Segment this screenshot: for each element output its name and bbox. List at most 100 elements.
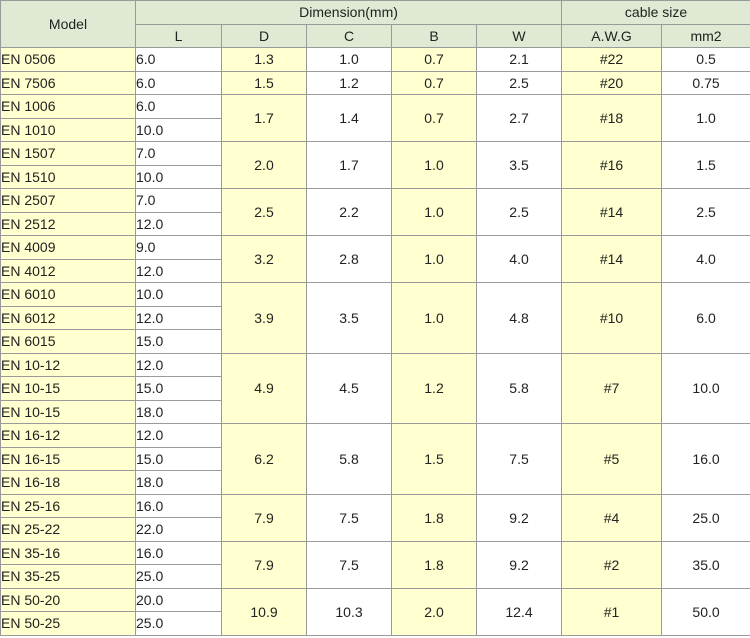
cell-model: EN 10-12 [0,352,136,377]
table-row: EN 10-15 15.0 [0,376,750,401]
cell-l: 10.0 [135,164,222,189]
cell-d: 3.2 [221,235,307,283]
cell-model: EN 35-16 [0,540,136,565]
cell-b: 0.7 [391,94,477,142]
spec-table-body: EN 0506 6.0 1.3 1.0 0.7 2.1 #22 0.5 EN 7506 6.0 1.… [0,47,750,636]
cell-c: 3.5 [306,282,392,354]
cell-model: EN 1507 [0,141,136,166]
cell-model: EN 1010 [0,117,136,142]
cell-model: EN 1510 [0,164,136,189]
table-row: EN 4009 9.0 3.2 2.8 1.0 4.0 #14 4.0 [0,235,750,283]
table-row: EN 50-20 20.0 10.9 10.3 2.0 12.4 #1 50.0 [0,587,750,636]
cell-awg: #22 [561,47,663,72]
cell-l: 25.0 [135,611,222,636]
header-dimension: Dimension(mm) [134,0,563,25]
cell-d: 7.9 [221,540,307,589]
cell-awg: #14 [561,188,663,236]
table-row: EN 1510 10.0 [0,164,750,189]
cell-model: EN 6015 [0,329,136,354]
cell-b: 1.2 [391,352,477,424]
cell-c: 2.8 [306,235,392,283]
cell-model: EN 10-15 [0,376,136,401]
cell-c: 2.2 [306,188,392,236]
cell-b: 1.8 [391,493,477,542]
cell-model: EN 2512 [0,211,136,236]
table-row: EN 4012 12.0 [0,258,750,283]
header-d: D [221,23,307,48]
header-c: C [306,23,392,48]
table-row: EN 16-15 15.0 [0,446,750,471]
cell-d: 2.5 [221,188,307,236]
table-row: EN 35-16 16.0 7.9 7.5 1.8 9.2 #2 35.0 [0,540,750,589]
cell-model: EN 35-25 [0,564,136,589]
cell-l: 22.0 [135,517,222,542]
cell-w: 4.0 [475,235,563,283]
cell-b: 0.7 [391,70,477,95]
cell-model: EN 2507 [0,188,136,213]
cell-l: 12.0 [135,305,222,330]
cell-l: 7.0 [135,188,222,213]
cell-w: 7.5 [475,423,563,495]
cell-b: 1.5 [391,423,477,495]
cell-d: 4.9 [221,352,307,424]
cell-d: 1.7 [221,94,307,142]
cell-model: EN 6010 [0,282,136,307]
cell-model: EN 4012 [0,258,136,283]
cell-model: EN 25-22 [0,517,136,542]
cell-l: 15.0 [135,376,222,401]
cell-b: 1.0 [391,141,477,189]
cell-mm2: 6.0 [661,282,750,354]
header-row-top: Model Dimension(mm) cable size [0,0,750,48]
cell-mm2: 10.0 [661,352,750,424]
cell-awg: #2 [561,540,663,589]
table-row: EN 1507 7.0 2.0 1.7 1.0 3.5 #16 1.5 [0,141,750,189]
table-row: EN 10-15 18.0 [0,399,750,424]
table-row: EN 10-12 12.0 4.9 4.5 1.2 5.8 #7 10.0 [0,352,750,424]
cell-mm2: 4.0 [661,235,750,283]
cell-l: 6.0 [135,47,222,72]
cell-mm2: 1.0 [661,94,750,142]
cell-awg: #7 [561,352,663,424]
cell-model: EN 7506 [0,70,136,95]
cell-w: 4.8 [475,282,563,354]
cell-l: 6.0 [135,94,222,119]
cell-l: 25.0 [135,564,222,589]
cell-model: EN 6012 [0,305,136,330]
cell-c: 7.5 [306,540,392,589]
table-row: EN 35-25 25.0 [0,564,750,589]
cell-mm2: 0.75 [661,70,750,95]
header-awg: A.W.G [561,23,663,48]
cell-awg: #18 [561,94,663,142]
cell-l: 18.0 [135,399,222,424]
cell-d: 7.9 [221,493,307,542]
cell-model: EN 16-18 [0,470,136,495]
table-row: EN 1010 10.0 [0,117,750,142]
header-model: Model [0,0,136,48]
table-row: EN 1006 6.0 1.7 1.4 0.7 2.7 #18 1.0 [0,94,750,142]
cell-l: 7.0 [135,141,222,166]
table-row: EN 7506 6.0 1.5 1.2 0.7 2.5 #20 0.75 [0,70,750,95]
table-row: EN 50-25 25.0 [0,611,750,636]
cell-l: 12.0 [135,352,222,377]
cell-awg: #4 [561,493,663,542]
table-row: EN 2512 12.0 [0,211,750,236]
cell-b: 1.0 [391,235,477,283]
cell-model: EN 10-15 [0,399,136,424]
cell-c: 1.7 [306,141,392,189]
cell-l: 20.0 [135,587,222,612]
table-row: EN 25-22 22.0 [0,517,750,542]
cell-awg: #16 [561,141,663,189]
cell-d: 6.2 [221,423,307,495]
cell-c: 7.5 [306,493,392,542]
cell-d: 2.0 [221,141,307,189]
header-b: B [391,23,477,48]
header-l: L [135,23,222,48]
table-row: EN 16-18 18.0 [0,470,750,495]
table-row: EN 0506 6.0 1.3 1.0 0.7 2.1 #22 0.5 [0,47,750,72]
cell-l: 6.0 [135,70,222,95]
cell-model: EN 50-25 [0,611,136,636]
cell-awg: #1 [561,587,663,636]
cell-l: 12.0 [135,423,222,448]
table-row: EN 25-16 16.0 7.9 7.5 1.8 9.2 #4 25.0 [0,493,750,542]
